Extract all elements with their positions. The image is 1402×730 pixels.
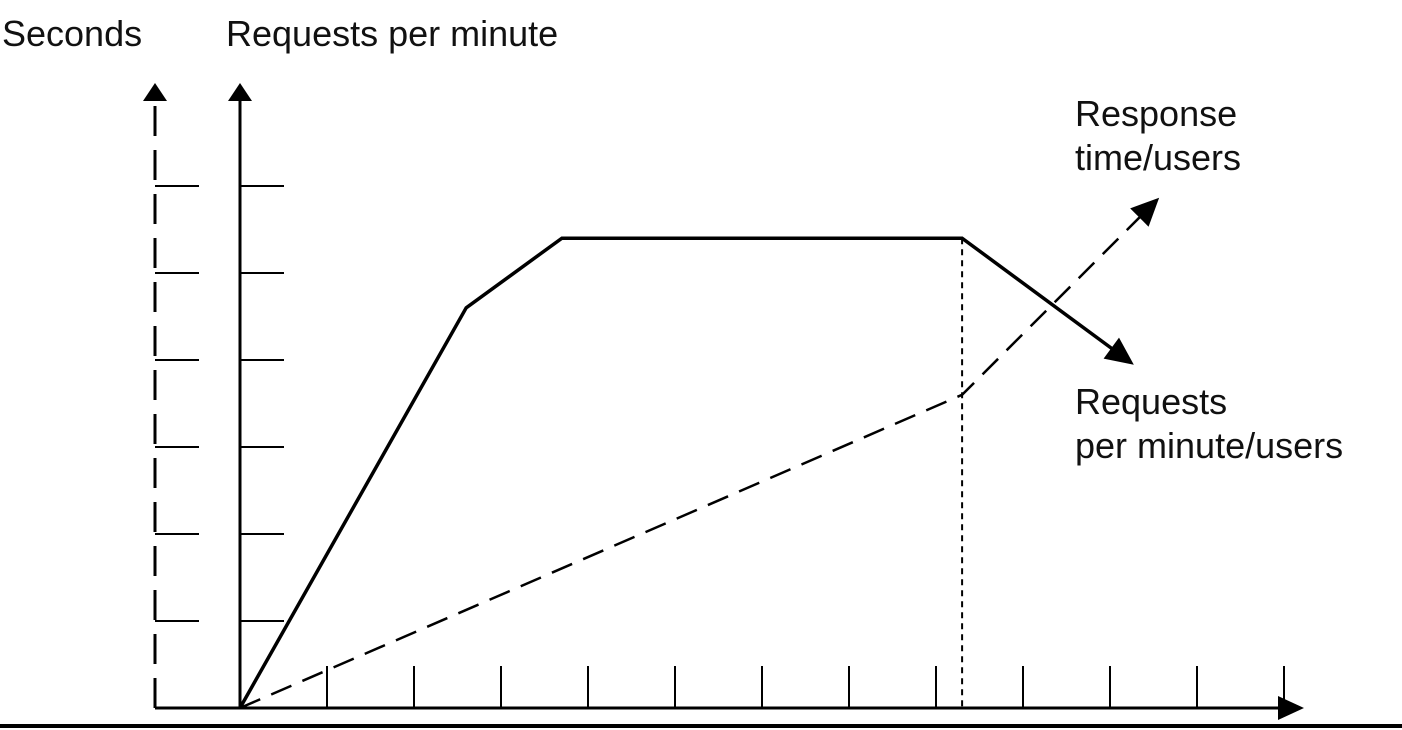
ticks-layer <box>155 185 1285 708</box>
series-layer <box>238 197 1160 710</box>
axes-layer <box>143 83 1304 720</box>
requests-y-axis-arrow <box>228 83 252 101</box>
requests-label-line1: Requests <box>1075 381 1228 422</box>
requests-axis-label: Requests per minute <box>226 13 559 54</box>
response-time-line <box>239 202 1155 710</box>
seconds-y-axis-arrow <box>143 83 167 101</box>
requests-series-label: Requests per minute/users <box>1075 380 1343 468</box>
requests-label-line2: per minute/users <box>1075 425 1344 466</box>
x-axis-arrow <box>1278 696 1304 720</box>
response-time-series-label: Response time/users <box>1075 92 1241 180</box>
response-label-line2: time/users <box>1075 137 1242 178</box>
requests-line-arrowhead <box>1103 337 1134 365</box>
bottom-rule <box>0 724 1402 728</box>
requests-per-minute-line <box>238 236 1129 709</box>
response-line-arrowhead <box>1130 197 1160 227</box>
response-label-line1: Response <box>1075 93 1238 134</box>
seconds-axis-label: Seconds <box>2 13 143 54</box>
